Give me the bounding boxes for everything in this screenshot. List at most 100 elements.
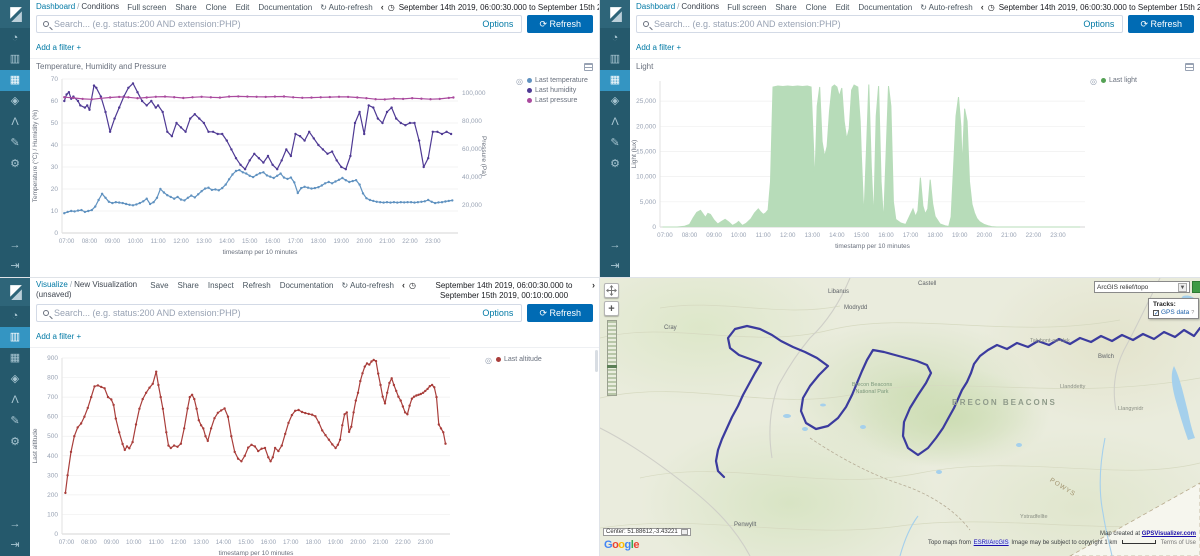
sidebar-item-apm-icon[interactable]: Λ xyxy=(11,394,19,406)
sidebar-item-discover-icon[interactable]: ◔ xyxy=(11,310,19,322)
sidebar-item-discover-icon[interactable]: ◔ xyxy=(611,32,619,44)
esri-link[interactable]: ESRI/ArcGIS xyxy=(972,540,1010,546)
time-range[interactable]: September 14th 2019, 06:00:30.000 to Sep… xyxy=(435,281,573,300)
sidebar-item-dev-tools-icon[interactable]: ✎ xyxy=(10,415,20,427)
zoom-in-button[interactable]: + xyxy=(604,301,619,316)
auto-refresh-button[interactable]: ↻ Auto-refresh xyxy=(920,3,973,12)
sidebar-item-timelion-icon[interactable]: ◈ xyxy=(10,95,20,107)
zoom-slider-handle[interactable] xyxy=(607,365,617,368)
sidebar-logout-icon[interactable]: ⇥ xyxy=(10,539,20,551)
menu-share[interactable]: Share xyxy=(775,3,797,12)
breadcrumb-section[interactable]: Visualize xyxy=(36,280,68,289)
gpsvisualizer-link[interactable]: GPSVisualizer.com xyxy=(1141,531,1196,537)
options-link[interactable]: Options xyxy=(1083,19,1115,29)
menu-inspect[interactable]: Inspect xyxy=(207,281,234,290)
search-box[interactable]: Options xyxy=(36,304,523,322)
attribution-text: Map created at xyxy=(1100,531,1141,537)
sidebar-item-dev-tools-icon[interactable]: ✎ xyxy=(10,137,20,149)
sidebar-item-apm-icon[interactable]: Λ xyxy=(11,116,19,128)
sidebar-item-visualize-icon[interactable]: ▥ xyxy=(0,327,30,348)
sidebar-item-management-icon[interactable]: ⚙ xyxy=(10,436,20,448)
layer-select[interactable]: ArcGIS relief/topo ▼ xyxy=(1094,281,1190,293)
legend-item[interactable]: Last altitude xyxy=(495,356,542,363)
menu-edit[interactable]: Edit xyxy=(835,3,850,12)
breadcrumb-section[interactable]: Dashboard xyxy=(36,2,76,11)
legend-item[interactable]: Last temperature xyxy=(526,77,588,84)
legend-settings-icon[interactable]: ◎ xyxy=(516,77,523,86)
panel-options-icon[interactable] xyxy=(584,62,593,71)
search-input[interactable] xyxy=(54,308,481,318)
add-filter-link[interactable]: Add a filter + xyxy=(36,332,82,341)
sidebar-logout-icon[interactable]: ⇥ xyxy=(610,260,620,272)
sidebar-collapse-icon[interactable]: → xyxy=(9,518,21,530)
time-back-icon[interactable]: ‹ xyxy=(402,280,406,290)
menu-documentation[interactable]: Documentation xyxy=(858,3,913,12)
menu-clone[interactable]: Clone xyxy=(805,3,827,12)
legend-item[interactable]: Last humidity xyxy=(526,87,588,94)
search-input[interactable] xyxy=(654,19,1082,29)
zoom-slider[interactable] xyxy=(607,320,617,396)
google-logo[interactable]: Google xyxy=(604,539,639,551)
options-link[interactable]: Options xyxy=(482,308,514,318)
layer-go-button[interactable] xyxy=(1192,281,1200,293)
breadcrumb-section[interactable]: Dashboard xyxy=(636,2,676,11)
time-range[interactable]: September 14th 2019, 06:00:30.000 to Sep… xyxy=(998,3,1200,12)
time-range[interactable]: September 14th 2019, 06:00:30.000 to Sep… xyxy=(398,3,599,12)
auto-refresh-button[interactable]: ↻ Auto-refresh xyxy=(320,3,373,12)
scrollbar[interactable] xyxy=(595,350,598,372)
refresh-button[interactable]: ⟳ Refresh xyxy=(527,15,593,33)
sidebar-item-visualize-icon[interactable]: ▥ xyxy=(609,53,621,65)
kibana-logo[interactable] xyxy=(600,0,630,28)
time-back-icon[interactable]: ‹ xyxy=(980,2,984,12)
sidebar-collapse-icon[interactable]: → xyxy=(609,239,621,251)
search-input[interactable] xyxy=(54,19,481,29)
menu-full-screen[interactable]: Full screen xyxy=(127,3,167,12)
search-box[interactable]: Options xyxy=(636,15,1124,33)
menu-clone[interactable]: Clone xyxy=(205,3,227,12)
panel-options-icon[interactable] xyxy=(1185,62,1194,71)
pan-control[interactable] xyxy=(604,283,619,298)
menu-full-screen[interactable]: Full screen xyxy=(727,3,767,12)
legend-item[interactable]: Last light xyxy=(1100,77,1137,84)
sidebar-collapse-icon[interactable]: → xyxy=(9,239,21,251)
kibana-logo[interactable] xyxy=(0,0,30,28)
legend-item[interactable]: Last pressure xyxy=(526,97,588,104)
sidebar-item-timelion-icon[interactable]: ◈ xyxy=(610,95,620,107)
refresh-button[interactable]: ⟳ Refresh xyxy=(527,304,593,322)
sidebar-item-dashboard-icon[interactable]: ▦ xyxy=(600,70,630,91)
search-box[interactable]: Options xyxy=(36,15,523,33)
sidebar-logout-icon[interactable]: ⇥ xyxy=(10,260,20,272)
sidebar-item-management-icon[interactable]: ⚙ xyxy=(610,158,620,170)
sidebar-item-apm-icon[interactable]: Λ xyxy=(611,116,619,128)
menu-refresh[interactable]: Refresh xyxy=(242,281,271,290)
add-filter-link[interactable]: Add a filter + xyxy=(636,43,682,52)
menu-documentation[interactable]: Documentation xyxy=(279,281,334,290)
track-toggle[interactable]: ✓ GPS data ? xyxy=(1153,309,1195,317)
menu-save[interactable]: Save xyxy=(150,281,169,290)
sidebar-item-dashboard-icon[interactable]: ▦ xyxy=(0,70,30,91)
menu-edit[interactable]: Edit xyxy=(235,3,250,12)
kibana-logo[interactable] xyxy=(0,278,30,306)
menu-share[interactable]: Share xyxy=(175,3,197,12)
refresh-button[interactable]: ⟳ Refresh xyxy=(1128,15,1194,33)
menu-documentation[interactable]: Documentation xyxy=(258,3,313,12)
sidebar-item-management-icon[interactable]: ⚙ xyxy=(10,158,20,170)
sidebar-item-discover-icon[interactable]: ◔ xyxy=(11,32,19,44)
help-icon[interactable]: ? xyxy=(1191,309,1195,316)
legend-settings-icon[interactable]: ◎ xyxy=(1090,77,1097,86)
sidebar-item-visualize-icon[interactable]: ▥ xyxy=(9,53,21,65)
add-filter-link[interactable]: Add a filter + xyxy=(36,43,82,52)
options-link[interactable]: Options xyxy=(482,19,514,29)
legend-settings-icon[interactable]: ◎ xyxy=(485,356,492,365)
time-forward-icon[interactable]: › xyxy=(592,280,595,290)
sidebar-item-dev-tools-icon[interactable]: ✎ xyxy=(610,137,620,149)
terms-link[interactable]: Terms of Use xyxy=(1160,540,1196,546)
time-back-icon[interactable]: ‹ xyxy=(380,2,384,12)
copy-icon[interactable] xyxy=(680,529,688,535)
auto-refresh-button[interactable]: ↻ Auto-refresh xyxy=(341,281,395,290)
sidebar-item-timelion-icon[interactable]: ◈ xyxy=(10,373,20,385)
menu-share[interactable]: Share xyxy=(177,281,199,290)
sidebar-item-dashboard-icon[interactable]: ▦ xyxy=(9,352,21,364)
checkbox-checked-icon[interactable]: ✓ xyxy=(1153,309,1160,317)
topo-map[interactable]: Castell Libanus Modrydd Cray Talybont-on-Usk… xyxy=(600,278,1200,556)
